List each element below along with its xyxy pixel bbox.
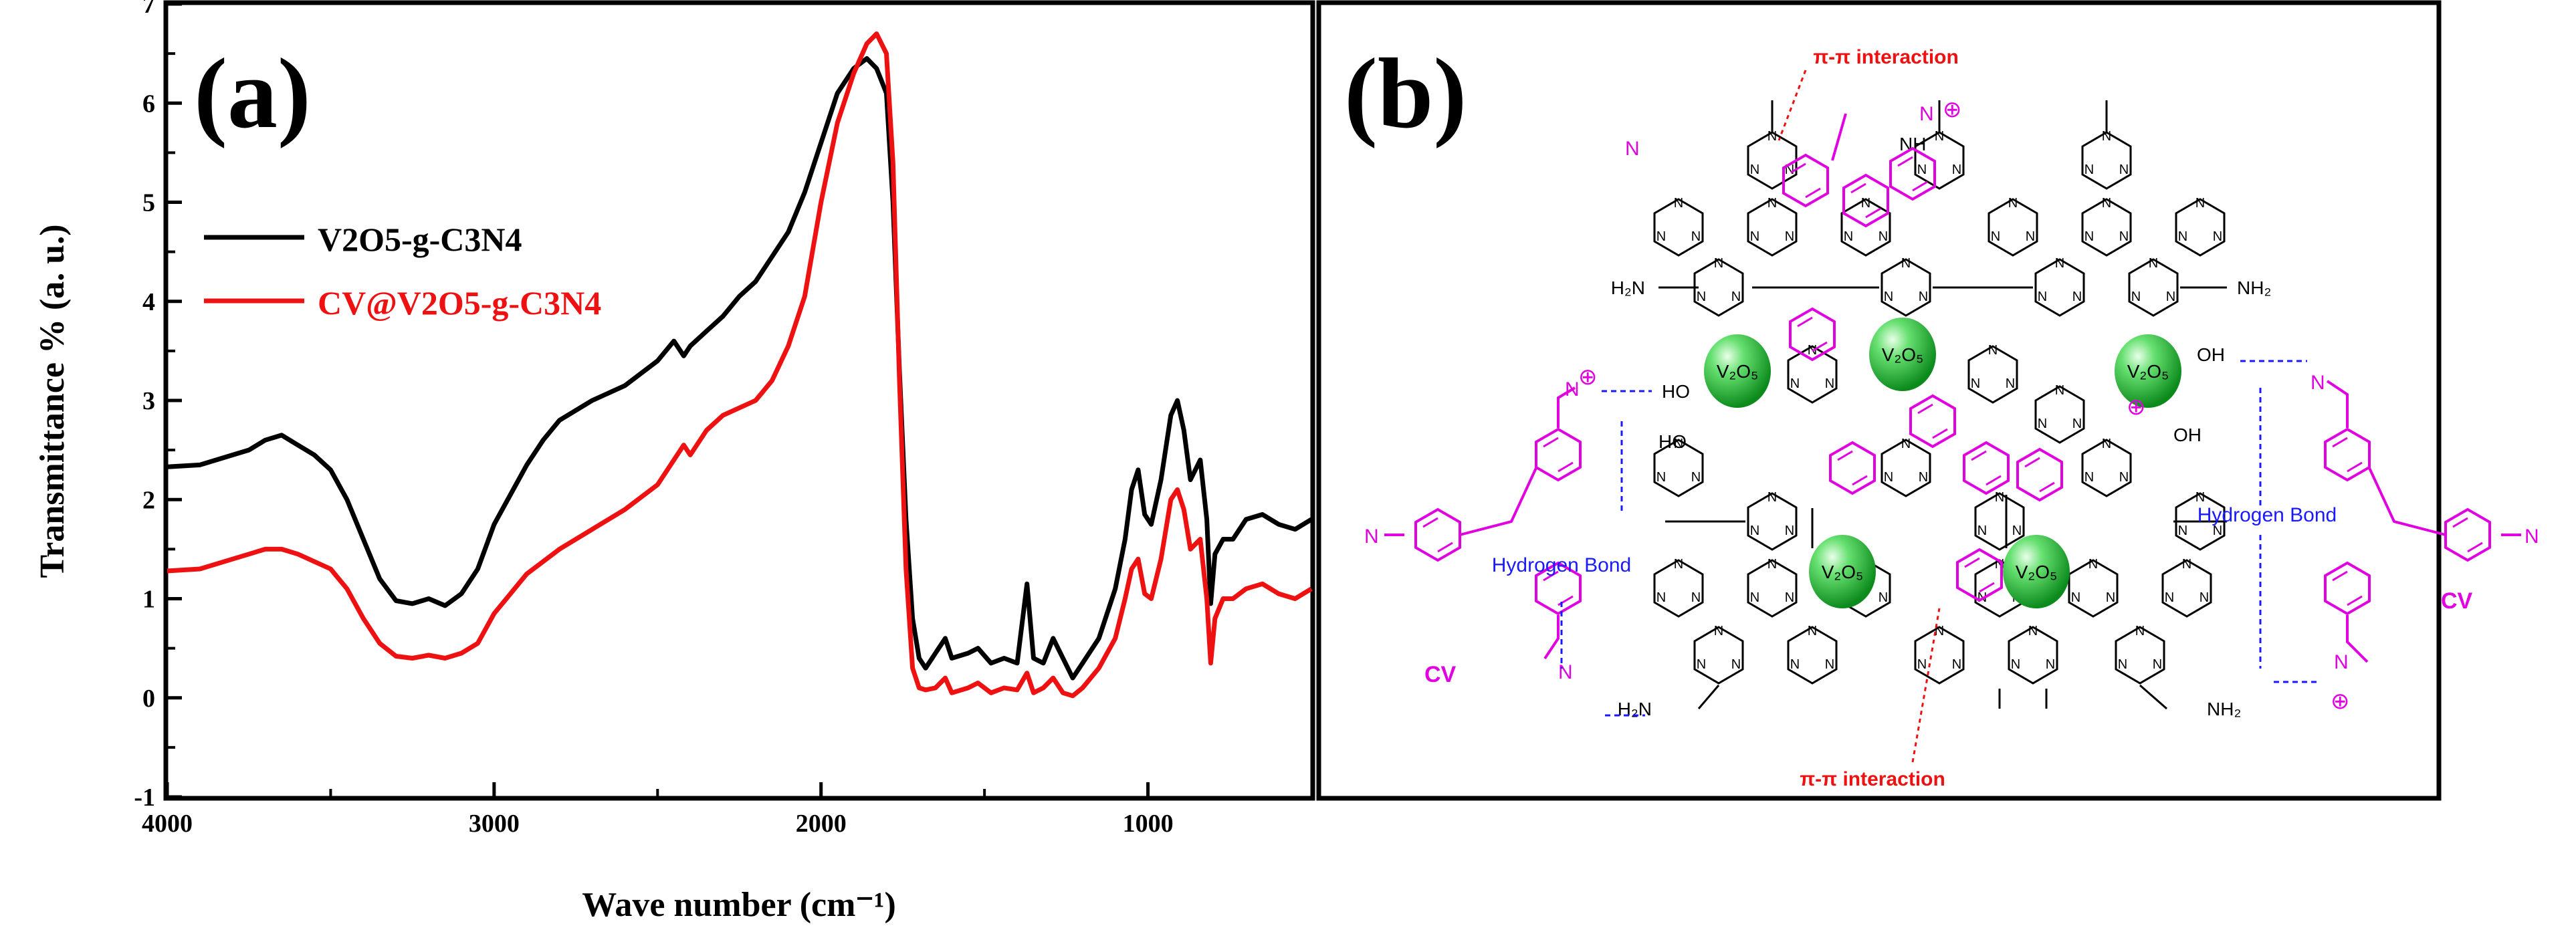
- v2o5-sphere: V₂O₅: [2115, 334, 2181, 408]
- svg-text:N: N: [1364, 525, 1379, 548]
- svg-text:N: N: [2311, 372, 2325, 394]
- svg-text:V₂O₅: V₂O₅: [2127, 361, 2169, 382]
- pi-interaction-bottom: π-π interaction: [1800, 768, 1945, 790]
- panel-b-letter: (b): [1344, 38, 1467, 149]
- hydrogen-bonds: Hydrogen Bond Hydrogen Bond: [1492, 360, 2337, 717]
- y-tick-label: 6: [142, 90, 155, 118]
- svg-text:OH: OH: [2197, 344, 2225, 365]
- x-tick-label: 2000: [796, 810, 847, 838]
- y-tick-label: 5: [142, 189, 155, 217]
- svg-text:N: N: [1565, 378, 1580, 400]
- svg-text:⊕: ⊕: [1578, 364, 1598, 390]
- svg-text:HO: HO: [1658, 431, 1687, 452]
- y-axis-label: Transmittance % (a. u.): [33, 224, 72, 578]
- y-tick-label: 3: [142, 387, 155, 415]
- svg-text:V₂O₅: V₂O₅: [1822, 562, 1864, 582]
- cv-label-left: CV: [1424, 662, 1457, 687]
- panel-a-chart: (a) -1 0 1 2 3 4 5 6 7 4000 3000 2000 1000 Transmit…: [33, 0, 1315, 924]
- axis-ticks: [165, 2, 1150, 799]
- schematic-frame: [1316, 0, 2442, 801]
- v2o5-spheres: V₂O₅ V₂O₅ V₂O₅ V₂O₅ V₂O₅: [1704, 318, 2181, 608]
- x-tick-labels: 4000 3000 2000 1000: [142, 810, 1174, 838]
- svg-text:N: N: [1919, 103, 1934, 125]
- panel-b-schematic: (b) H₂N NH₂: [1316, 0, 2539, 801]
- hbond-label-right: Hydrogen Bond: [2197, 504, 2337, 526]
- nh-top: NH: [1899, 134, 1926, 154]
- y-tick-label: -1: [134, 784, 155, 812]
- y-tick-label: 0: [142, 685, 155, 713]
- gc3n4-network: H₂N NH₂ NH H₂N NH₂: [1611, 100, 2271, 719]
- nh2-bottom-right: NH₂: [2207, 699, 2241, 719]
- x-axis-label: Wave number (cm⁻¹): [582, 886, 896, 924]
- pi-interaction-top: π-π interaction: [1813, 46, 1959, 68]
- legend-label-0: V2O5-g-C3N4: [318, 221, 522, 258]
- svg-text:N: N: [2334, 651, 2349, 673]
- svg-text:⊕: ⊕: [1943, 97, 1962, 122]
- svg-text:N: N: [2525, 525, 2539, 548]
- x-tick-label: 1000: [1123, 810, 1174, 838]
- x-tick-label: 4000: [142, 810, 193, 838]
- cv-label-right: CV: [2441, 588, 2473, 614]
- v2o5-sphere: V₂O₅: [1809, 535, 1876, 608]
- y-tick-label: 4: [142, 288, 155, 316]
- v2o5-sphere: V₂O₅: [2003, 535, 2070, 608]
- nh2-top-left: H₂N: [1611, 277, 1645, 298]
- legend-label-1: CV@V2O5-g-C3N4: [318, 284, 601, 322]
- legend: V2O5-g-C3N4 CV@V2O5-g-C3N4: [204, 221, 601, 322]
- panel-a-letter: (a): [194, 38, 311, 149]
- series-line-v2o5-gc3n4: [167, 56, 1313, 681]
- v2o5-sphere: V₂O₅: [1704, 334, 1771, 408]
- y-tick-labels: -1 0 1 2 3 4 5 6 7: [134, 0, 155, 812]
- y-tick-label: 2: [142, 486, 155, 514]
- svg-text:V₂O₅: V₂O₅: [1882, 344, 1924, 365]
- cv-molecules: N N N N N N N N ⊕ ⊕ ⊕ ⊕ CV CV: [1364, 97, 2539, 714]
- hydroxyl-groups: HO HO OH OH: [1658, 344, 2225, 452]
- svg-text:N: N: [1558, 661, 1573, 683]
- svg-text:OH: OH: [2173, 425, 2202, 445]
- svg-text:N: N: [1625, 138, 1640, 160]
- series-line-cv-v2o5-gc3n4: [167, 31, 1313, 699]
- v2o5-sphere: V₂O₅: [1869, 318, 1936, 391]
- nh2-top-right: NH₂: [2237, 277, 2271, 298]
- svg-text:V₂O₅: V₂O₅: [2016, 562, 2058, 582]
- y-tick-label: 7: [142, 0, 155, 19]
- hbond-label-left: Hydrogen Bond: [1492, 554, 1631, 576]
- x-tick-label: 3000: [469, 810, 520, 838]
- svg-text:⊕: ⊕: [2127, 394, 2146, 420]
- svg-text:⊕: ⊕: [2331, 689, 2350, 714]
- svg-text:HO: HO: [1662, 381, 1690, 402]
- y-tick-label: 1: [142, 586, 155, 614]
- plot-frame: [163, 0, 1315, 801]
- svg-text:V₂O₅: V₂O₅: [1717, 361, 1759, 382]
- pi-pi-interactions: π-π interaction π-π interaction: [1778, 46, 1959, 790]
